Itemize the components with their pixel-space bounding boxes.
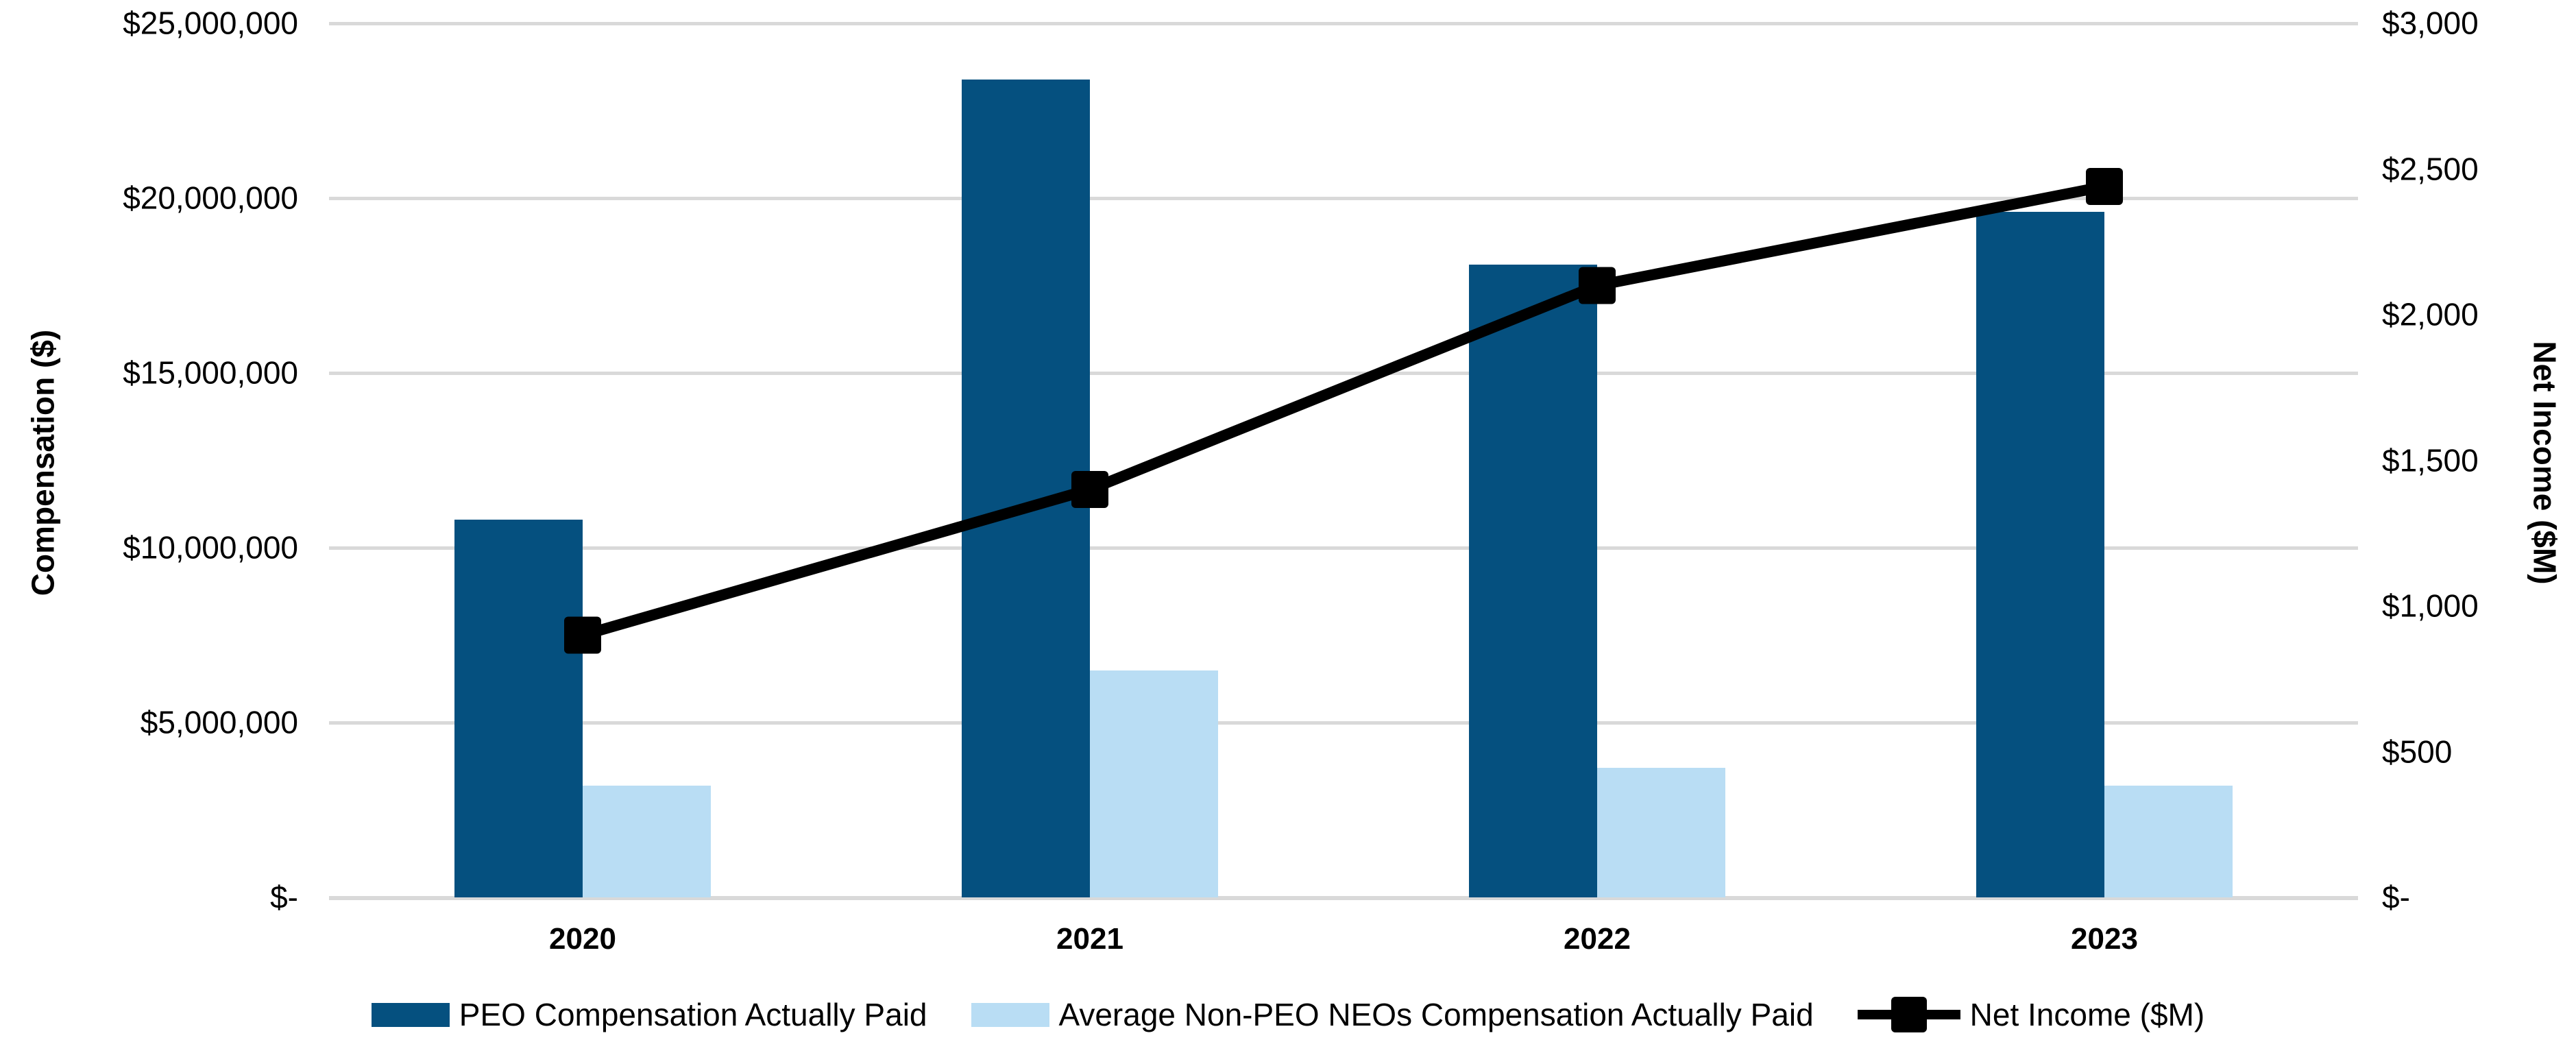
left-axis-tick-label: $25,000,000: [123, 5, 298, 41]
legend-item: PEO Compensation Actually Paid: [371, 996, 927, 1033]
legend-label: PEO Compensation Actually Paid: [459, 997, 927, 1032]
right-axis-tick-label: $3,000: [2382, 5, 2479, 41]
legend-square-marker-icon: [1891, 997, 1927, 1032]
bar-nonpeo-compensation: [1597, 768, 1725, 897]
bar-peo-compensation: [1469, 264, 1597, 897]
right-axis-tick-label: $-: [2382, 879, 2410, 915]
left-axis-tick-label: $5,000,000: [140, 704, 298, 740]
net-income-line: [581, 181, 2106, 641]
bar-peo-compensation: [962, 79, 1090, 897]
legend-label: Average Non-PEO NEOs Compensation Actual…: [1058, 997, 1814, 1032]
bar-nonpeo-compensation: [583, 785, 711, 897]
bar-peo-compensation: [1976, 212, 2104, 897]
net-income-marker: [2086, 168, 2123, 205]
plot-area: [329, 22, 2358, 900]
gridline: [329, 197, 2358, 200]
gridline: [329, 546, 2358, 550]
right-axis-tick-label: $500: [2382, 734, 2453, 770]
right-axis-tick-label: $2,500: [2382, 151, 2479, 187]
gridline: [329, 22, 2358, 25]
legend-swatch-peo: [371, 1002, 450, 1027]
x-axis-label: 2022: [1564, 922, 1631, 956]
gridline: [329, 721, 2358, 725]
bar-nonpeo-compensation: [2104, 785, 2233, 897]
bar-nonpeo-compensation: [1090, 670, 1218, 897]
net-income-marker: [1071, 471, 1108, 508]
left-axis-tick-labels: $25,000,000 $20,000,000 $15,000,000 $10,000…: [0, 0, 298, 1053]
right-axis-tick-label: $1,500: [2382, 442, 2479, 479]
right-axis-tick-label: $1,000: [2382, 588, 2479, 624]
left-axis-tick-label: $15,000,000: [123, 354, 298, 391]
net-income-marker: [1579, 267, 1616, 304]
legend-label: Net Income ($M): [1969, 997, 2205, 1032]
legend-item: Net Income ($M): [1857, 996, 2205, 1033]
legend-line-marker-icon: [1857, 997, 1960, 1032]
legend: PEO Compensation Actually Paid Average No…: [0, 987, 2576, 1042]
left-axis-tick-label: $-: [270, 879, 298, 915]
bar-peo-compensation: [454, 520, 583, 897]
right-axis-tick-labels: $3,000 $2,500 $2,000 $1,500 $1,000 $500 $-: [2382, 0, 2576, 1053]
net-income-marker: [564, 616, 601, 654]
right-axis-tick-label: $2,000: [2382, 296, 2479, 332]
left-axis-tick-label: $10,000,000: [123, 529, 298, 566]
left-axis-tick-label: $20,000,000: [123, 180, 298, 216]
legend-item: Average Non-PEO NEOs Compensation Actual…: [971, 996, 1814, 1033]
x-axis-label: 2021: [1056, 922, 1123, 956]
net-income-line-layer: [564, 168, 2123, 654]
x-axis-label: 2020: [549, 922, 616, 956]
x-axis-line: [329, 896, 2358, 900]
gridline: [329, 372, 2358, 375]
legend-swatch-nonpeo: [971, 1002, 1049, 1027]
x-axis-label: 2023: [2071, 922, 2138, 956]
